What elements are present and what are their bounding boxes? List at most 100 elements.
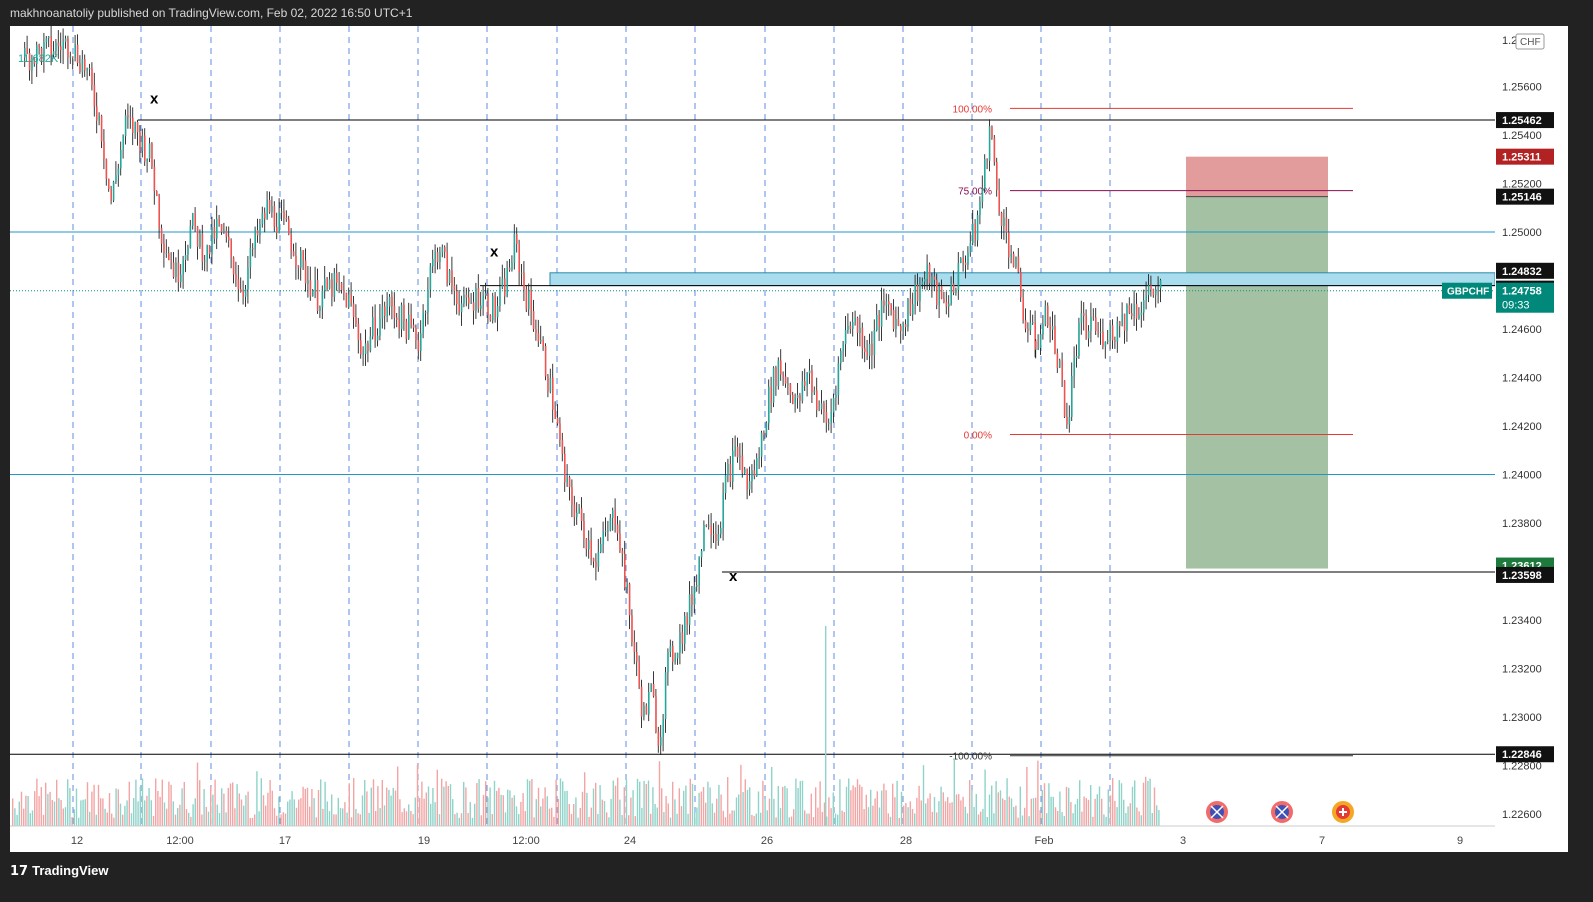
volume-bar (414, 797, 416, 826)
candle (93, 72, 96, 117)
candle-body (43, 42, 45, 61)
volume-bar (850, 790, 852, 826)
volume-bar (133, 798, 135, 826)
candle-body (592, 558, 595, 562)
candle (230, 238, 232, 269)
candle (319, 305, 321, 319)
candle-body (499, 287, 501, 306)
candle (129, 105, 132, 129)
candle (391, 291, 393, 320)
volume-bar (999, 790, 1002, 826)
volume-bar (465, 787, 467, 826)
volume-bar (370, 787, 372, 826)
volume-bar (1048, 783, 1050, 826)
volume-bar (1123, 799, 1125, 826)
candle-body (871, 343, 873, 356)
volume-bar (190, 816, 192, 826)
chart-area[interactable]: 100.00% 75.00% 0.00% -100.00% x x x 11.682K 1.2 1… (10, 26, 1568, 852)
volume-bar (1054, 807, 1057, 826)
candle-body (48, 36, 50, 39)
volume-bar (929, 793, 931, 826)
candle-body (120, 149, 122, 169)
volume-bar (383, 805, 386, 826)
candle-body (1119, 321, 1121, 326)
candle-body (619, 533, 621, 551)
candle (163, 233, 165, 268)
candle-body (33, 58, 36, 64)
candle-body (770, 386, 772, 403)
candle-body (547, 376, 549, 392)
candle-body (892, 309, 895, 329)
volume-bar (568, 804, 570, 826)
candle (328, 272, 331, 290)
candle (907, 297, 909, 332)
volume-bar (922, 765, 925, 826)
candle-body (904, 324, 907, 328)
candle (424, 310, 427, 327)
candle (700, 549, 703, 568)
volume-bar (652, 787, 654, 826)
candle-body (1010, 253, 1012, 258)
candle (626, 578, 628, 594)
candle (1131, 303, 1133, 320)
volume-bar (38, 796, 40, 826)
candlestick-chart[interactable]: 100.00%75.00%0.00%-100.00%xxx11.682K1.21… (10, 26, 1568, 852)
candle (936, 273, 938, 310)
candle-body (69, 56, 72, 58)
volume-bar (295, 807, 298, 826)
candle (1051, 311, 1054, 341)
candle (676, 652, 679, 665)
volume-bar (817, 807, 819, 826)
candle (206, 244, 208, 272)
candle (355, 304, 357, 327)
candle (381, 294, 384, 329)
candle-body (844, 330, 847, 345)
volume-bar (821, 811, 823, 826)
tradingview-logo[interactable]: 𝟭𝟳 TradingView (10, 863, 108, 879)
volume-bar (1063, 816, 1065, 826)
volume-bar (403, 808, 405, 826)
volume-bar (812, 817, 815, 826)
candle (398, 306, 400, 339)
volume-bar (639, 781, 641, 826)
volume-bar (487, 797, 489, 826)
candle (931, 272, 933, 298)
candle-body (237, 279, 240, 290)
candle-body (777, 360, 780, 386)
candle-body (451, 270, 453, 286)
candle-body (955, 289, 957, 293)
candle-body (40, 47, 43, 61)
volume-bar (1098, 786, 1101, 826)
candle (146, 158, 148, 173)
plot-background (10, 26, 1568, 852)
candle-body (868, 343, 871, 356)
candle-body (607, 530, 609, 532)
volume-bar (672, 781, 674, 826)
candle (52, 41, 55, 58)
candle (703, 520, 705, 552)
candle (612, 507, 614, 531)
volume-bar (634, 816, 636, 826)
candle-body (1102, 331, 1104, 347)
volume-bar (841, 810, 843, 826)
candle-body (784, 376, 787, 384)
candle-body (902, 324, 904, 331)
volume-bar (738, 794, 740, 826)
candle (470, 293, 472, 304)
candle-body (1044, 305, 1047, 325)
volume-bar (339, 808, 342, 826)
candle-body (26, 47, 28, 54)
candle (288, 215, 290, 236)
volume-bar (491, 814, 493, 826)
candle-body (741, 455, 744, 474)
candle (823, 400, 825, 423)
candle-body (1128, 304, 1131, 314)
volume-bar (364, 780, 366, 826)
volume-bar (64, 807, 67, 826)
candle (859, 314, 861, 347)
candle-body (849, 325, 852, 329)
candle (564, 446, 566, 492)
candle (1126, 303, 1128, 342)
volume-bar (493, 780, 496, 826)
candle-body (549, 377, 552, 392)
